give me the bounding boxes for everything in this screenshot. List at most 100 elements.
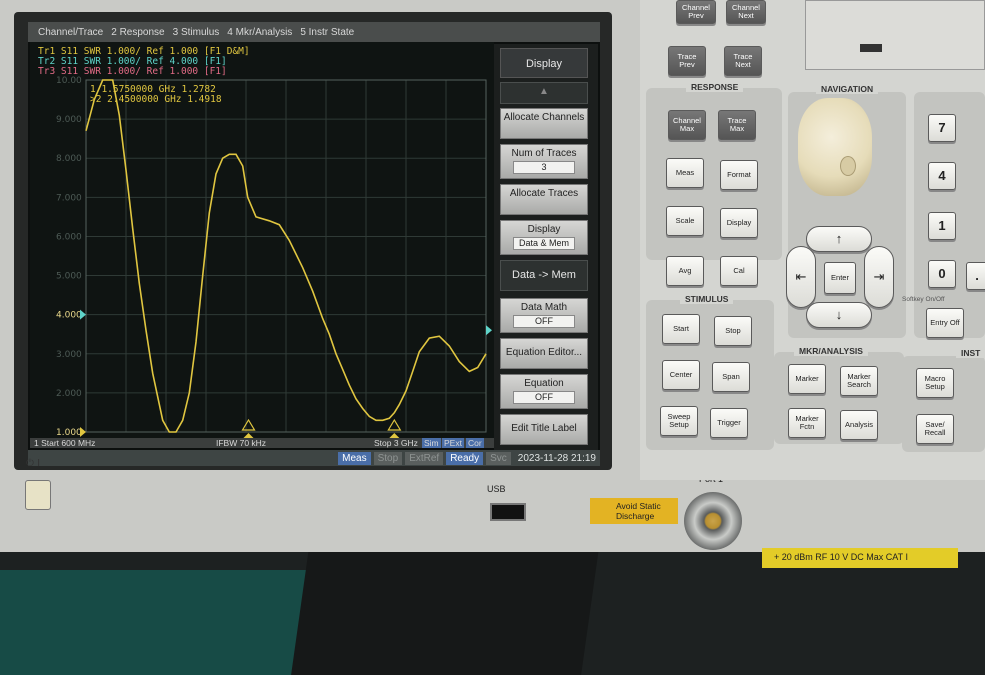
cor-flag: Cor [466,438,484,448]
sim-flag: Sim [422,438,441,448]
display-button[interactable]: Display [720,208,758,238]
arrow-left-button[interactable]: ⇤ [786,246,816,308]
menu-mkr-analysis[interactable]: 4 Mkr/Analysis [227,26,293,38]
display-value: Data & Mem [513,237,575,250]
y-tick-label: 7.000 [56,193,82,203]
channel-max-button[interactable]: Channel Max [668,110,706,140]
trace-3-label[interactable]: Tr3 S11 SWR 1.000/ Ref 1.000 [F1] [38,66,227,77]
ifbw[interactable]: IFBW 70 kHz [216,438,267,448]
equation-label: Equation [524,378,564,389]
key-0[interactable]: 0 [928,260,956,288]
save-recall-button[interactable]: Save/ Recall [916,414,954,444]
arrow-right-button[interactable]: ⇥ [864,246,894,308]
arrow-down-button[interactable]: ↓ [806,302,872,328]
start-freq[interactable]: 1 Start 600 MHz [34,438,96,448]
cal-button[interactable]: Cal [720,256,758,286]
y-tick-label: 1.000 [56,428,82,438]
menu-instr-state[interactable]: 5 Instr State [300,26,355,38]
mkr-analysis-label: MKR/ANALYSIS [794,346,868,356]
trace-2-label[interactable]: Tr2 S11 SWR 1.000/ Ref 4.000 [F1] [38,56,227,67]
trigger-button[interactable]: Trigger [710,408,748,438]
enter-button[interactable]: Enter [824,262,856,294]
y-tick-label: 5.000 [56,272,82,282]
softkey-equation-editor[interactable]: Equation Editor... [500,338,588,369]
reflection [291,548,599,675]
softkey-title: Display [500,48,588,78]
svc-indicator: Svc [486,451,511,465]
menu-channel-trace[interactable]: Channel/Trace [38,26,104,38]
plot-area: 10.00 9.000 8.000 7.000 6.000 5.000 4.000 3.000… [30,42,494,438]
softkey-allocate-channels[interactable]: Allocate Channels [500,108,588,139]
rotary-knob[interactable] [798,98,872,196]
softkey-allocate-traces[interactable]: Allocate Traces [500,184,588,215]
y-tick-label: 2.000 [56,389,82,399]
marker-search-button[interactable]: Marker Search [840,366,878,396]
softkey-equation[interactable]: Equation OFF [500,374,588,409]
entry-off-button[interactable]: Entry Off [926,308,964,338]
trace-max-button[interactable]: Trace Max [718,110,756,140]
y-tick-label: 6.000 [56,232,82,242]
span-button[interactable]: Span [712,362,750,392]
meas-button[interactable]: Meas [666,158,704,188]
stop-freq[interactable]: Stop 3 GHz [374,438,418,448]
key-dot[interactable]: . [966,262,985,290]
softkey-num-traces[interactable]: Num of Traces 3 [500,144,588,179]
data-math-label: Data Math [520,302,568,313]
equation-value: OFF [513,391,575,404]
channel-prev-button[interactable]: Channel Prev [676,0,716,24]
vna-screen: Channel/Trace 2 Response 3 Stimulus 4 Mk… [28,22,600,466]
softkey-display[interactable]: Display Data & Mem [500,220,588,255]
sweep-setup-button[interactable]: Sweep Setup [660,406,698,436]
meas-indicator: Meas [338,451,371,465]
menu-response[interactable]: 2 Response [111,26,165,38]
stop-button[interactable]: Stop [714,316,752,346]
macro-setup-button[interactable]: Macro Setup [916,368,954,398]
trace-next-button[interactable]: Trace Next [724,46,762,76]
key-7[interactable]: 7 [928,114,956,142]
avg-button[interactable]: Avg [666,256,704,286]
softkey-data-math[interactable]: Data Math OFF [500,298,588,333]
menu-stimulus[interactable]: 3 Stimulus [172,26,220,38]
y-tick-label: 10.00 [56,76,82,86]
marker-1-stimulus-tick [243,433,254,438]
front-panel: Channel Prev Channel Next Trace Prev Tra… [640,0,985,480]
trace-1-label[interactable]: Tr1 S11 SWR 1.000/ Ref 1.000 [F1 D&M] [38,46,250,57]
softkey-onoff-label: Softkey On/Off [902,296,945,303]
pext-flag: PExt [442,438,464,448]
cutting-mat [0,570,330,675]
softkey-data-to-mem[interactable]: Data -> Mem [500,260,588,291]
usb-label: USB [487,484,506,494]
power-button[interactable] [25,480,51,510]
static-warning: Avoid Static Discharge [590,498,678,524]
extref-indicator: ExtRef [405,451,444,465]
start-button[interactable]: Start [662,314,700,344]
port-1-connector[interactable] [684,492,742,550]
marker-2-readout: >2 2.4500000 GHz 1.4918 [90,94,222,105]
usb-port[interactable] [490,503,526,521]
format-button[interactable]: Format [720,160,758,190]
plot-frame [85,79,487,433]
marker-2-triangle [387,418,402,431]
arrow-up-button[interactable]: ↑ [806,226,872,252]
scale-button[interactable]: Scale [666,206,704,236]
menu-bar: Channel/Trace 2 Response 3 Stimulus 4 Mk… [28,22,600,42]
y-tick-label: 4.000 [56,311,82,321]
analysis-button[interactable]: Analysis [840,410,878,440]
power-symbol: ⏻ I [26,458,41,469]
data-math-value: OFF [513,315,575,328]
ref-marker-trace2 [80,309,86,320]
center-button[interactable]: Center [662,360,700,390]
softkey-up-arrow[interactable]: ▲ [500,82,588,104]
marker-fctn-button[interactable]: Marker Fctn [788,408,826,438]
y-tick-label: 3.000 [56,350,82,360]
softkey-panel: Display ▲ Allocate Channels Num of Trace… [494,44,598,464]
trace-prev-button[interactable]: Trace Prev [668,46,706,76]
channel-next-button[interactable]: Channel Next [726,0,766,24]
key-1[interactable]: 1 [928,212,956,240]
display-label: Display [527,224,561,235]
port-rating-label: + 20 dBm RF 10 V DC Max CAT I [762,548,958,568]
key-4[interactable]: 4 [928,162,956,190]
softkey-edit-title[interactable]: Edit Title Label [500,414,588,445]
ref-marker-right [486,325,492,336]
marker-button[interactable]: Marker [788,364,826,394]
